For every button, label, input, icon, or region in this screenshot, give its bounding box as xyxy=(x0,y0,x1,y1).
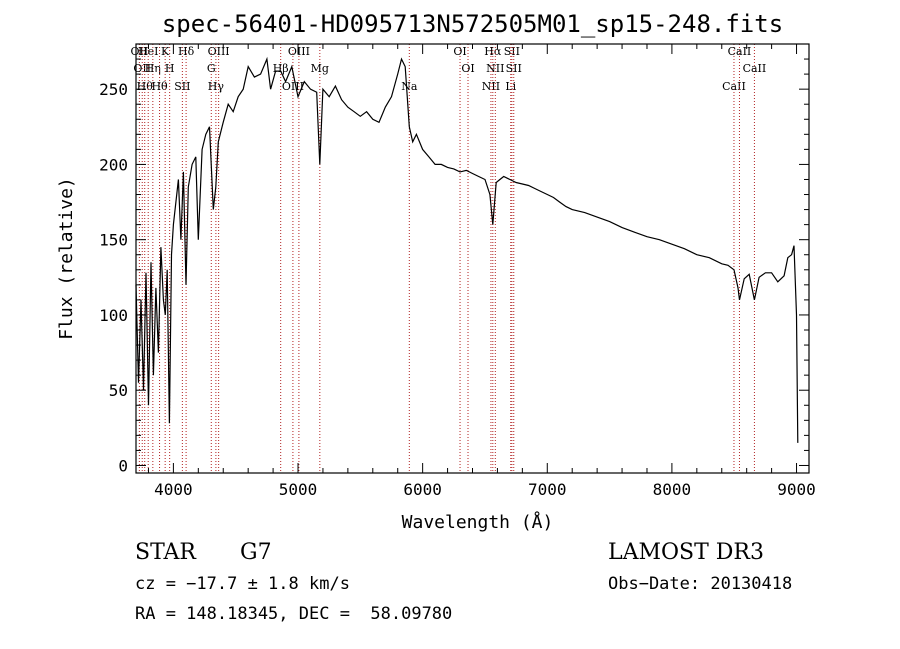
x-tick-label: 6000 xyxy=(403,480,442,499)
line-label: Hη xyxy=(145,62,161,75)
line-label: Mg xyxy=(311,62,329,75)
y-tick-label: 250 xyxy=(99,80,128,99)
line-label: OII xyxy=(133,62,151,75)
line-label: OIII xyxy=(288,45,310,58)
x-tick-label: 8000 xyxy=(653,480,692,499)
x-tick-label: 4000 xyxy=(154,480,193,499)
x-tick-label: 7000 xyxy=(528,480,567,499)
plot-frame xyxy=(135,43,810,474)
line-label: CaII xyxy=(722,80,746,93)
line-label: Hα xyxy=(484,45,502,58)
line-label: Hδ xyxy=(178,45,195,58)
line-label: OI xyxy=(461,62,474,75)
line-label: H xyxy=(165,62,175,75)
object-class: STAR xyxy=(135,540,196,565)
line-label: Hβ xyxy=(273,62,289,75)
y-tick-label: 150 xyxy=(99,231,128,250)
obs-date: Obs−Date: 20130418 xyxy=(608,574,793,594)
line-label: Hθ xyxy=(151,80,168,93)
line-label: Li xyxy=(505,80,516,93)
y-tick-label: 50 xyxy=(109,381,128,400)
x-tick-label: 5000 xyxy=(279,480,318,499)
line-label: OIII xyxy=(208,45,230,58)
y-axis-label: Flux (relative) xyxy=(56,177,77,340)
y-tick-label: 100 xyxy=(99,306,128,325)
line-label: OII xyxy=(131,45,149,58)
line-label: SII xyxy=(506,62,522,75)
plot-title: spec-56401-HD095713N572505M01_sp15-248.f… xyxy=(161,10,784,38)
line-label: HeI xyxy=(138,45,158,58)
line-label: Hγ xyxy=(208,80,225,93)
line-label: CaII xyxy=(743,62,767,75)
coordinates: RA = 148.18345, DEC = 58.09780 xyxy=(135,604,453,624)
line-label: OI xyxy=(453,45,466,58)
line-label: SII xyxy=(174,80,190,93)
line-label: NII xyxy=(482,80,500,93)
x-axis-label: Wavelength (Å) xyxy=(402,511,554,533)
subclass: G7 xyxy=(240,540,272,565)
x-tick-label: 9000 xyxy=(777,480,816,499)
line-label: K xyxy=(161,45,170,58)
line-label: SII xyxy=(504,45,520,58)
line-label: NII xyxy=(486,62,504,75)
line-label: Na xyxy=(401,80,418,93)
y-tick-label: 200 xyxy=(99,155,128,174)
spectrum-line xyxy=(135,56,799,443)
line-label: G xyxy=(207,62,216,75)
line-label: CaII xyxy=(728,45,752,58)
y-tick-label: 0 xyxy=(118,456,128,475)
line-label: Hθ xyxy=(137,80,154,93)
survey-name: LAMOST DR3 xyxy=(608,540,764,565)
redshift-value: cz = −17.7 ± 1.8 km/s xyxy=(135,574,350,594)
